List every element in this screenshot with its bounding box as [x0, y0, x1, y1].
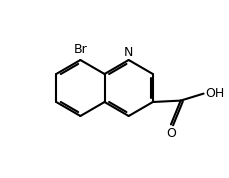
Text: OH: OH [205, 87, 224, 100]
Text: N: N [123, 46, 133, 59]
Text: O: O [165, 127, 175, 140]
Text: Br: Br [73, 43, 87, 56]
